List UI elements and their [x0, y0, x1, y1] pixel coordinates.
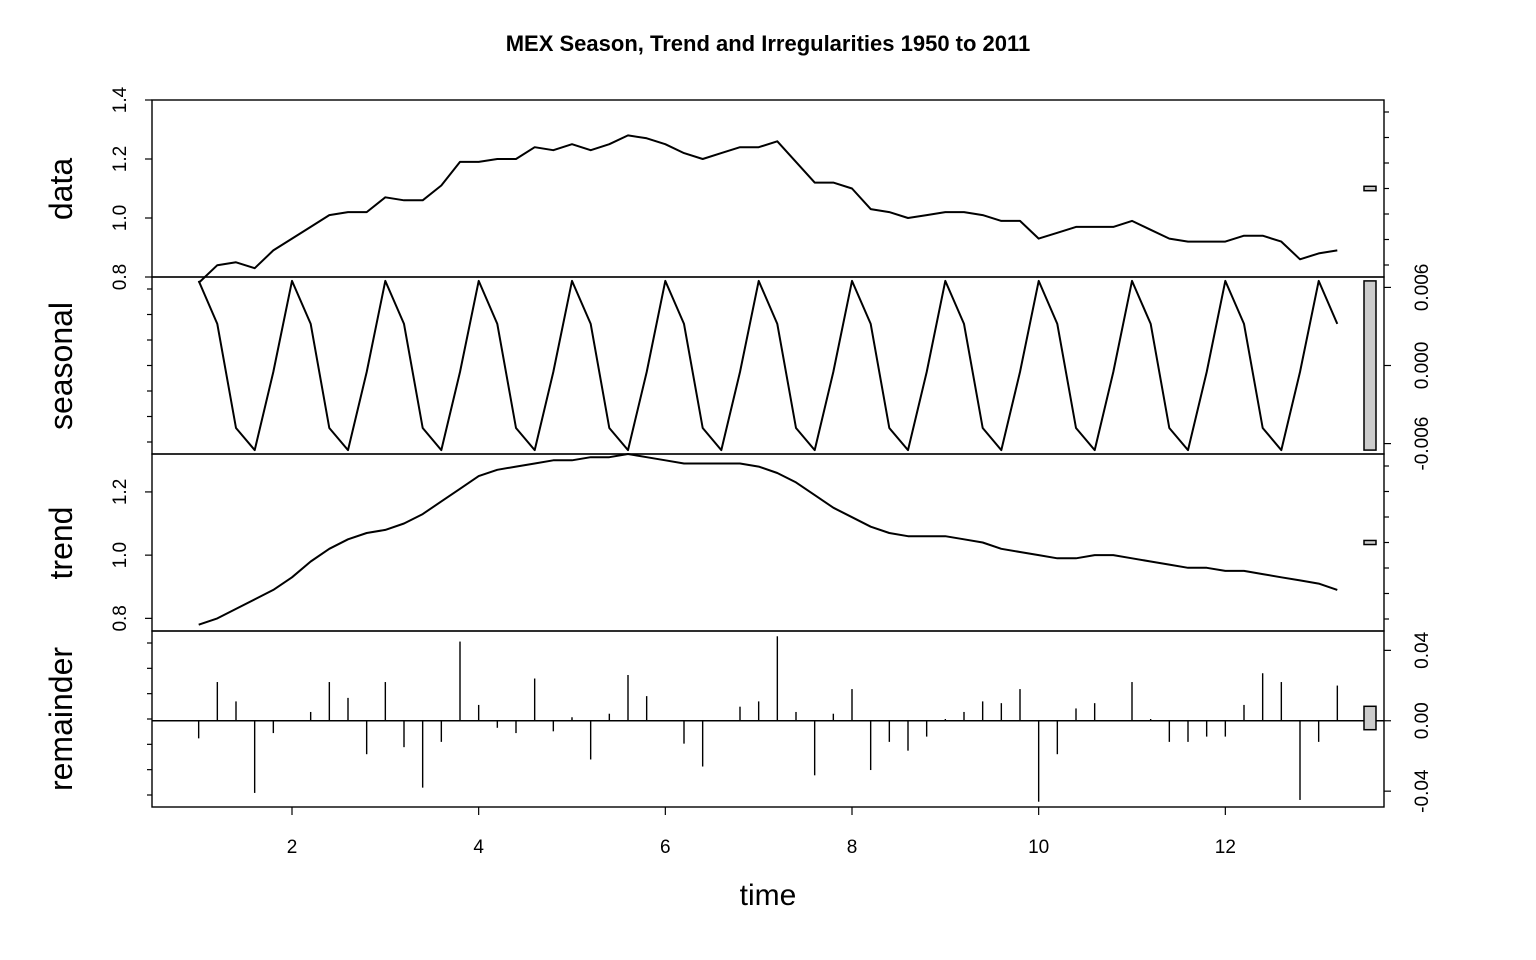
- trend-panel-frame: [151, 453, 1385, 632]
- data-range-bar: [1363, 185, 1377, 192]
- chart-marks: 0.81.01.21.4-0.0060.0000.0060.81.01.2-0.…: [110, 86, 1433, 858]
- seasonal-range-bar: [1363, 280, 1377, 451]
- seasonal-y-tick-label: -0.006: [1412, 417, 1433, 471]
- x-tick-label: 6: [660, 837, 671, 858]
- remainder-y-tick-label: -0.04: [1412, 769, 1433, 813]
- trend-panel-label: trend: [43, 507, 79, 580]
- remainder-y-tick-label: 0.00: [1412, 702, 1433, 739]
- x-tick-label: 10: [1028, 837, 1049, 858]
- trend-series-line: [198, 453, 1338, 626]
- data-y-tick-label: 1.2: [110, 146, 131, 172]
- remainder-marks: -0.04 0.00 0.04: [147, 631, 1433, 813]
- remainder-panel-frame: [151, 630, 1385, 808]
- x-axis: 2 4 6 8 10 12: [287, 807, 1236, 858]
- data-panel: data: [43, 99, 1385, 278]
- trend-y-tick-label: 0.8: [110, 605, 131, 631]
- trend-marks: 0.8 1.0 1.2: [110, 453, 1389, 632]
- trend-range-bar: [1363, 539, 1377, 546]
- data-y-tick-label: 0.8: [110, 264, 131, 290]
- remainder-panel: remainder: [43, 630, 1385, 808]
- data-series-line: [198, 134, 1338, 284]
- trend-y-tick-label: 1.0: [110, 542, 131, 568]
- seasonal-panel: seasonal: [43, 276, 1385, 455]
- data-y-tick-label: 1.0: [110, 205, 131, 231]
- seasonal-y-tick-label: 0.006: [1412, 264, 1433, 312]
- x-tick-label: 8: [847, 837, 858, 858]
- seasonal-y-tick-label: 0.000: [1412, 342, 1433, 390]
- data-y-tick-label: 1.4: [110, 86, 131, 113]
- chart-title: MEX Season, Trend and Irregularities 195…: [506, 31, 1031, 56]
- remainder-range-bar: [1363, 705, 1377, 731]
- remainder-y-tick-label: 0.04: [1412, 631, 1433, 668]
- remainder-panel-label: remainder: [43, 647, 79, 791]
- x-axis-title: time: [740, 879, 797, 912]
- seasonal-marks: -0.006 0.000 0.006: [147, 264, 1433, 471]
- x-tick-label: 2: [287, 837, 298, 858]
- x-tick-label: 12: [1215, 837, 1236, 858]
- data-marks: 0.8 1.0 1.2 1.4: [110, 86, 1389, 290]
- seasonal-panel-label: seasonal: [43, 302, 79, 430]
- trend-y-tick-label: 1.2: [110, 479, 131, 505]
- data-panel-label: data: [43, 158, 79, 220]
- data-panel-frame: [151, 99, 1385, 278]
- seasonal-series-line: [197, 279, 1339, 452]
- x-tick-label: 4: [473, 837, 484, 858]
